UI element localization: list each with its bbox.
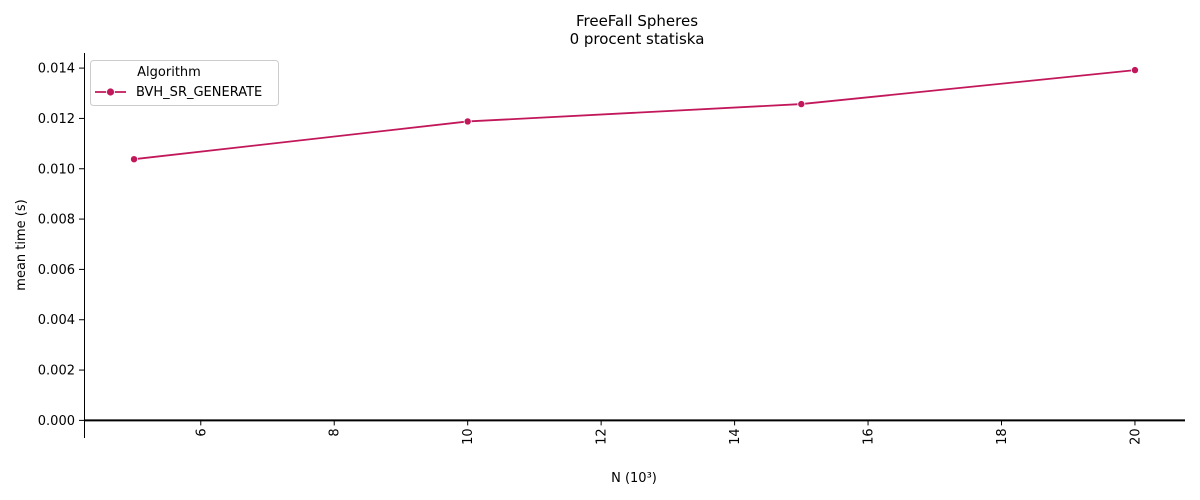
y-tick-label: 0.000 xyxy=(38,414,75,429)
legend: Algorithm BVH_SR_GENERATE xyxy=(90,60,279,106)
y-axis-ticks: 0.000 0.002 0.004 0.006 0.008 0.010 0.012 0.014 xyxy=(38,62,84,429)
y-tick-label: 0.006 xyxy=(38,263,75,278)
x-tick-label: 14 xyxy=(728,428,743,445)
y-tick-label: 0.008 xyxy=(38,213,75,228)
y-tick-label: 0.002 xyxy=(38,364,75,379)
series-layer xyxy=(130,66,1139,164)
x-tick-label: 6 xyxy=(194,428,209,436)
chart-subtitle: 0 procent statiska xyxy=(570,30,705,48)
x-axis-ticks: 6 8 10 12 14 16 18 20 xyxy=(194,420,1143,445)
y-tick-label: 0.010 xyxy=(38,162,75,177)
data-point xyxy=(130,155,139,164)
legend-box xyxy=(90,60,279,106)
y-tick-label: 0.014 xyxy=(38,62,75,77)
y-tick-label: 0.012 xyxy=(38,112,75,127)
x-tick-label: 18 xyxy=(995,428,1010,445)
legend-series-label: BVH_SR_GENERATE xyxy=(136,85,262,100)
y-axis-label: mean time (s) xyxy=(14,199,29,290)
series-line xyxy=(133,69,1136,161)
legend-series-marker xyxy=(106,87,115,97)
data-point xyxy=(463,117,472,126)
x-tick-label: 16 xyxy=(862,428,877,445)
chart-title: FreeFall Spheres xyxy=(576,12,698,30)
x-tick-label: 8 xyxy=(328,428,343,436)
legend-title: Algorithm xyxy=(137,65,201,80)
x-axis-label: N (10³) xyxy=(611,471,657,486)
data-point xyxy=(1130,66,1139,75)
chart-title-group: FreeFall Spheres 0 procent statiska xyxy=(570,12,705,48)
x-tick-label: 12 xyxy=(595,428,610,445)
y-tick-label: 0.004 xyxy=(38,313,75,328)
x-tick-label: 10 xyxy=(461,428,476,445)
data-point xyxy=(797,100,806,109)
x-tick-label: 20 xyxy=(1128,428,1143,445)
